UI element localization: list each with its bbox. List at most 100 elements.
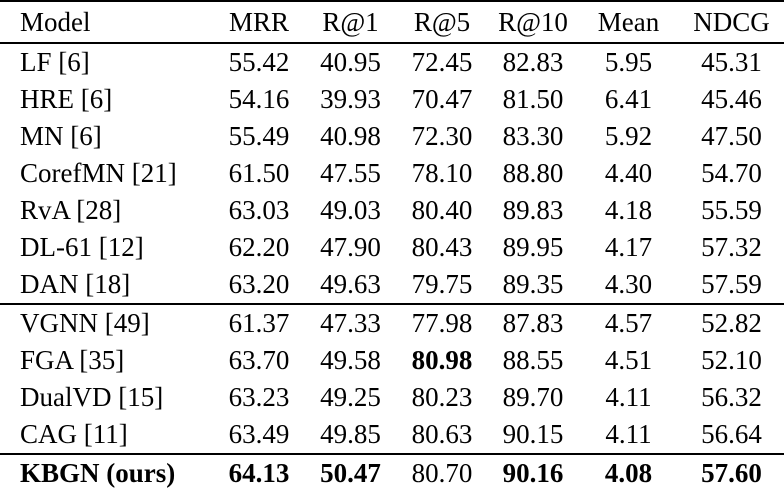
value-cell-r5: 77.98 [411, 308, 473, 338]
value-cell-mean: 4.17 [604, 232, 653, 262]
value-cell-r10: 89.95 [502, 232, 564, 262]
value-cell-r1: 47.33 [320, 308, 381, 338]
value-cell-r5: 80.70 [411, 458, 473, 488]
value-cell-r1: 49.85 [320, 419, 381, 449]
value-cell-r10: 87.83 [502, 308, 564, 338]
value-cell-mrr: 55.42 [228, 47, 290, 77]
value-cell-r5: 78.10 [411, 158, 473, 188]
model-cell: CorefMN [21] [20, 158, 177, 188]
value-cell-ndcg: 55.59 [701, 195, 762, 225]
value-cell-mean: 4.30 [604, 269, 653, 299]
value-cell-r1: 49.03 [320, 195, 381, 225]
value-cell-r1: 47.55 [320, 158, 381, 188]
value-cell-mrr: 63.03 [228, 195, 290, 225]
value-cell-r10: 90.15 [502, 419, 564, 449]
col-header-mean: Mean [597, 6, 660, 37]
value-cell-mrr: 61.50 [228, 158, 290, 188]
value-cell-mean: 6.41 [604, 84, 653, 114]
value-cell-mean: 4.40 [604, 158, 653, 188]
value-cell-mean: 5.92 [604, 121, 653, 151]
value-cell-r5: 79.75 [411, 269, 473, 299]
value-cell-mrr: 54.16 [228, 84, 290, 114]
value-cell-r5: 80.40 [411, 195, 473, 225]
value-cell-r5: 80.98 [411, 345, 473, 375]
value-cell-r1: 50.47 [320, 458, 381, 488]
value-cell-mrr: 63.49 [228, 419, 290, 449]
table-row: VGNN [49] 61.37 47.33 77.98 87.83 4.57 5… [0, 304, 784, 342]
model-cell: DAN [18] [20, 269, 131, 299]
value-cell-ndcg: 57.59 [701, 269, 762, 299]
model-cell: DualVD [15] [20, 382, 164, 412]
value-cell-r1: 40.98 [320, 121, 381, 151]
model-cell: HRE [6] [20, 84, 113, 114]
value-cell-ndcg: 47.50 [701, 121, 762, 151]
table-row: CorefMN [21] 61.50 47.55 78.10 88.80 4.4… [0, 155, 784, 192]
table-row: CAG [11] 63.49 49.85 80.63 90.15 4.11 56… [0, 416, 784, 454]
model-cell: DL-61 [12] [20, 232, 144, 262]
table-row: MN [6] 55.49 40.98 72.30 83.30 5.92 47.5… [0, 118, 784, 155]
value-cell-mean: 4.11 [605, 419, 652, 449]
table-row: RvA [28] 63.03 49.03 80.40 89.83 4.18 55… [0, 192, 784, 229]
col-header-model: Model [20, 6, 91, 37]
value-cell-r1: 49.58 [320, 345, 381, 375]
value-cell-mean: 4.11 [605, 382, 652, 412]
model-cell: LF [6] [20, 47, 90, 77]
table-row: DL-61 [12] 62.20 47.90 80.43 89.95 4.17 … [0, 229, 784, 266]
value-cell-mean: 4.51 [604, 345, 653, 375]
value-cell-mrr: 64.13 [228, 458, 290, 488]
value-cell-ndcg: 54.70 [701, 158, 762, 188]
value-cell-r10: 89.83 [502, 195, 564, 225]
table-row: FGA [35] 63.70 49.58 80.98 88.55 4.51 52… [0, 342, 784, 379]
value-cell-ndcg: 56.32 [701, 382, 762, 412]
value-cell-r10: 89.70 [502, 382, 564, 412]
col-header-ndcg: NDCG [693, 6, 770, 37]
value-cell-mrr: 55.49 [228, 121, 290, 151]
value-cell-mrr: 63.20 [228, 269, 290, 299]
value-cell-ndcg: 45.46 [701, 84, 762, 114]
value-cell-r1: 49.25 [320, 382, 381, 412]
value-cell-r1: 47.90 [320, 232, 381, 262]
value-cell-mean: 4.57 [604, 308, 653, 338]
value-cell-r5: 80.43 [411, 232, 473, 262]
value-cell-r10: 88.55 [502, 345, 564, 375]
value-cell-r5: 72.45 [411, 47, 473, 77]
value-cell-r10: 89.35 [502, 269, 564, 299]
table-body: LF [6] 55.42 40.95 72.45 82.83 5.95 45.3… [0, 43, 784, 488]
value-cell-r5: 80.23 [411, 382, 473, 412]
value-cell-r10: 81.50 [502, 84, 564, 114]
model-cell: KBGN (ours) [20, 458, 176, 488]
value-cell-mean: 4.08 [604, 458, 653, 488]
value-cell-mean: 4.18 [604, 195, 653, 225]
value-cell-ndcg: 52.10 [701, 345, 762, 375]
value-cell-r5: 72.30 [411, 121, 473, 151]
value-cell-r1: 40.95 [320, 47, 381, 77]
value-cell-ndcg: 45.31 [701, 47, 762, 77]
value-cell-r10: 90.16 [502, 458, 564, 488]
table-row: LF [6] 55.42 40.95 72.45 82.83 5.95 45.3… [0, 43, 784, 81]
table-row: DualVD [15] 63.23 49.25 80.23 89.70 4.11… [0, 379, 784, 416]
col-header-r1: R@1 [322, 6, 379, 37]
value-cell-r5: 80.63 [411, 419, 473, 449]
value-cell-r10: 83.30 [502, 121, 564, 151]
table-row: HRE [6] 54.16 39.93 70.47 81.50 6.41 45.… [0, 81, 784, 118]
value-cell-mrr: 63.70 [228, 345, 290, 375]
value-cell-ndcg: 57.60 [701, 458, 762, 488]
value-cell-r10: 82.83 [502, 47, 564, 77]
value-cell-mrr: 62.20 [228, 232, 290, 262]
col-header-r10: R@10 [498, 6, 568, 37]
value-cell-r10: 88.80 [502, 158, 564, 188]
value-cell-ndcg: 52.82 [701, 308, 762, 338]
table-row: KBGN (ours) 64.13 50.47 80.70 90.16 4.08… [0, 454, 784, 488]
value-cell-ndcg: 57.32 [701, 232, 762, 262]
model-cell: FGA [35] [20, 345, 125, 375]
table-row: DAN [18] 63.20 49.63 79.75 89.35 4.30 57… [0, 266, 784, 304]
value-cell-ndcg: 56.64 [701, 419, 762, 449]
value-cell-r1: 39.93 [320, 84, 381, 114]
value-cell-r5: 70.47 [411, 84, 473, 114]
model-cell: CAG [11] [20, 419, 128, 449]
value-cell-mrr: 61.37 [228, 308, 290, 338]
value-cell-r1: 49.63 [320, 269, 381, 299]
model-cell: MN [6] [20, 121, 102, 151]
